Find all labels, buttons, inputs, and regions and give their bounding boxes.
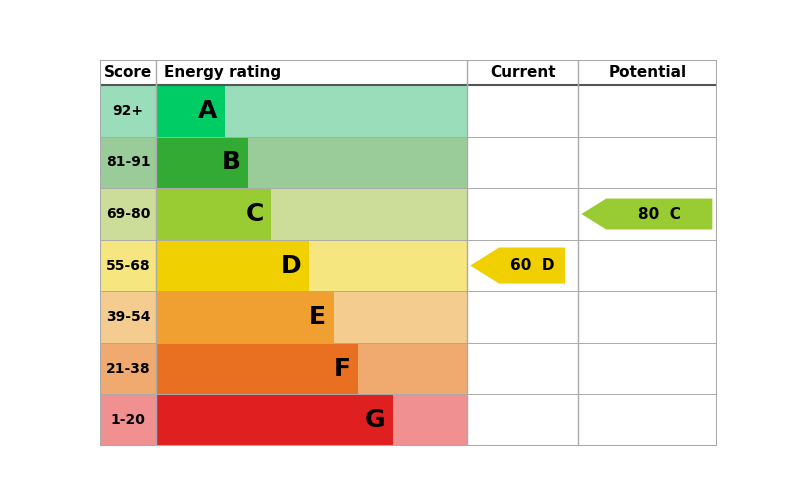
Text: E: E <box>309 305 326 329</box>
Text: F: F <box>334 357 351 381</box>
Text: Energy rating: Energy rating <box>164 65 281 80</box>
Text: 39-54: 39-54 <box>106 310 151 324</box>
Bar <box>100 240 156 291</box>
Text: 60  D: 60 D <box>510 258 554 273</box>
Bar <box>156 188 272 240</box>
Bar <box>467 137 579 188</box>
Bar <box>156 394 393 446</box>
Text: 92+: 92+ <box>112 104 143 118</box>
Bar <box>579 188 717 240</box>
Bar <box>467 343 579 394</box>
Text: 81-91: 81-91 <box>106 155 151 169</box>
Bar <box>579 240 717 291</box>
Bar <box>100 85 156 137</box>
Bar <box>579 137 717 188</box>
Bar <box>100 343 156 394</box>
Text: Score: Score <box>104 65 152 80</box>
Text: G: G <box>364 408 385 432</box>
Bar <box>100 137 156 188</box>
Bar <box>156 343 467 394</box>
Bar <box>156 137 248 188</box>
Polygon shape <box>470 247 565 284</box>
Bar <box>100 394 156 446</box>
Text: Current: Current <box>490 65 556 80</box>
Bar <box>156 85 467 137</box>
Bar <box>467 291 579 343</box>
Bar <box>579 394 717 446</box>
Text: A: A <box>198 99 218 123</box>
Bar <box>156 137 467 188</box>
Bar <box>156 291 334 343</box>
Bar <box>467 188 579 240</box>
Bar <box>156 240 308 291</box>
Text: D: D <box>281 254 301 278</box>
Bar <box>100 291 156 343</box>
Text: C: C <box>245 202 264 226</box>
Bar <box>467 240 579 291</box>
Bar <box>156 240 467 291</box>
Bar <box>467 85 579 137</box>
Text: 1-20: 1-20 <box>111 413 146 427</box>
Bar <box>579 85 717 137</box>
Text: Potential: Potential <box>609 65 687 80</box>
Bar <box>100 60 717 85</box>
Text: 80  C: 80 C <box>638 206 681 221</box>
Bar <box>579 343 717 394</box>
Bar <box>100 188 156 240</box>
Bar <box>156 85 225 137</box>
Bar <box>156 394 467 446</box>
Text: 21-38: 21-38 <box>106 362 151 376</box>
Bar <box>467 394 579 446</box>
Bar <box>156 188 467 240</box>
Bar <box>156 291 467 343</box>
Text: 55-68: 55-68 <box>106 259 151 273</box>
Text: B: B <box>222 150 241 174</box>
Text: 69-80: 69-80 <box>106 207 150 221</box>
Bar <box>579 291 717 343</box>
Polygon shape <box>582 198 713 229</box>
Bar <box>156 343 359 394</box>
